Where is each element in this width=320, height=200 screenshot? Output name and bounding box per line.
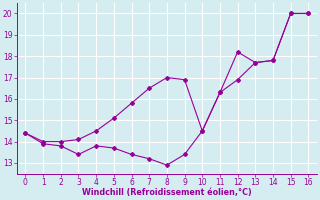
X-axis label: Windchill (Refroidissement éolien,°C): Windchill (Refroidissement éolien,°C) [82,188,252,197]
